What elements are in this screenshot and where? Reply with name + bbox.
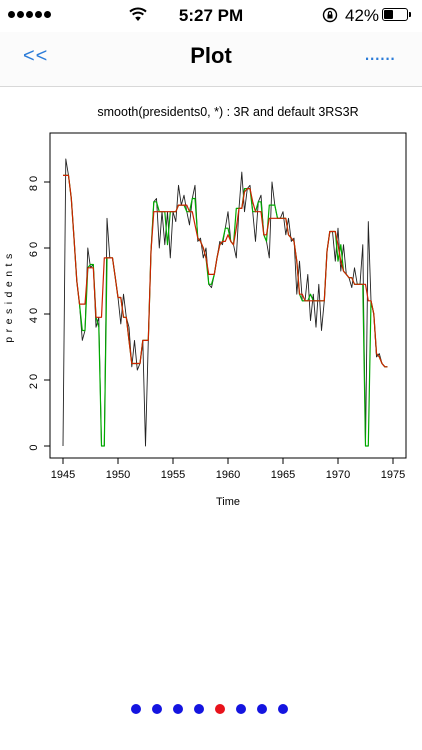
y-tick-label: 20 bbox=[28, 371, 40, 389]
y-axis-label: presidents bbox=[3, 249, 15, 342]
x-tick-label: 1960 bbox=[216, 469, 240, 481]
chart-title: smooth(presidents0, *) : 3R and default … bbox=[97, 105, 358, 119]
series-layer bbox=[62, 158, 388, 447]
smooth-3rs3r-series-line bbox=[63, 174, 388, 368]
x-axis: 1945 1950 1955 1960 1965 1970 1975 bbox=[51, 458, 405, 481]
page-dot[interactable] bbox=[194, 704, 204, 714]
x-tick-label: 1975 bbox=[381, 469, 405, 481]
y-axis: 0 20 40 60 80 bbox=[28, 173, 50, 451]
page-dot[interactable] bbox=[257, 704, 267, 714]
smooth-chart: smooth(presidents0, *) : 3R and default … bbox=[3, 105, 407, 508]
battery-cap bbox=[409, 12, 411, 17]
page-dot[interactable] bbox=[131, 704, 141, 714]
x-tick-label: 1945 bbox=[51, 469, 75, 481]
status-bar: 5:27 PM 42% bbox=[0, 0, 422, 32]
page-dot[interactable] bbox=[236, 704, 246, 714]
plot-frame bbox=[49, 132, 407, 459]
more-button[interactable]: ...... bbox=[364, 40, 396, 65]
smooth-3r-series-line bbox=[63, 174, 388, 447]
page-dot[interactable] bbox=[278, 704, 288, 714]
x-tick-label: 1955 bbox=[161, 469, 185, 481]
x-tick-label: 1965 bbox=[271, 469, 295, 481]
cellular-signal-icon bbox=[8, 11, 51, 18]
orientation-lock-icon bbox=[322, 7, 338, 23]
battery-percent: 42% bbox=[345, 6, 380, 25]
x-tick-label: 1970 bbox=[326, 469, 350, 481]
page-title: Plot bbox=[190, 43, 232, 68]
status-time: 5:27 PM bbox=[178, 6, 244, 25]
navigation-bar: << Plot ...... bbox=[0, 32, 422, 87]
y-tick-label: 60 bbox=[28, 239, 40, 257]
page-dot-active[interactable] bbox=[215, 704, 225, 714]
battery-icon bbox=[382, 8, 408, 21]
y-tick-label: 40 bbox=[28, 305, 40, 323]
page-dot[interactable] bbox=[173, 704, 183, 714]
y-tick-label: 0 bbox=[28, 441, 40, 450]
wifi-icon bbox=[129, 7, 147, 21]
page-dot[interactable] bbox=[152, 704, 162, 714]
raw-series-line bbox=[62, 158, 388, 447]
page-control[interactable] bbox=[131, 704, 288, 714]
y-tick-label: 80 bbox=[28, 173, 40, 191]
x-axis-label: Time bbox=[216, 496, 240, 508]
x-tick-label: 1950 bbox=[106, 469, 130, 481]
back-button[interactable]: << bbox=[23, 45, 49, 67]
